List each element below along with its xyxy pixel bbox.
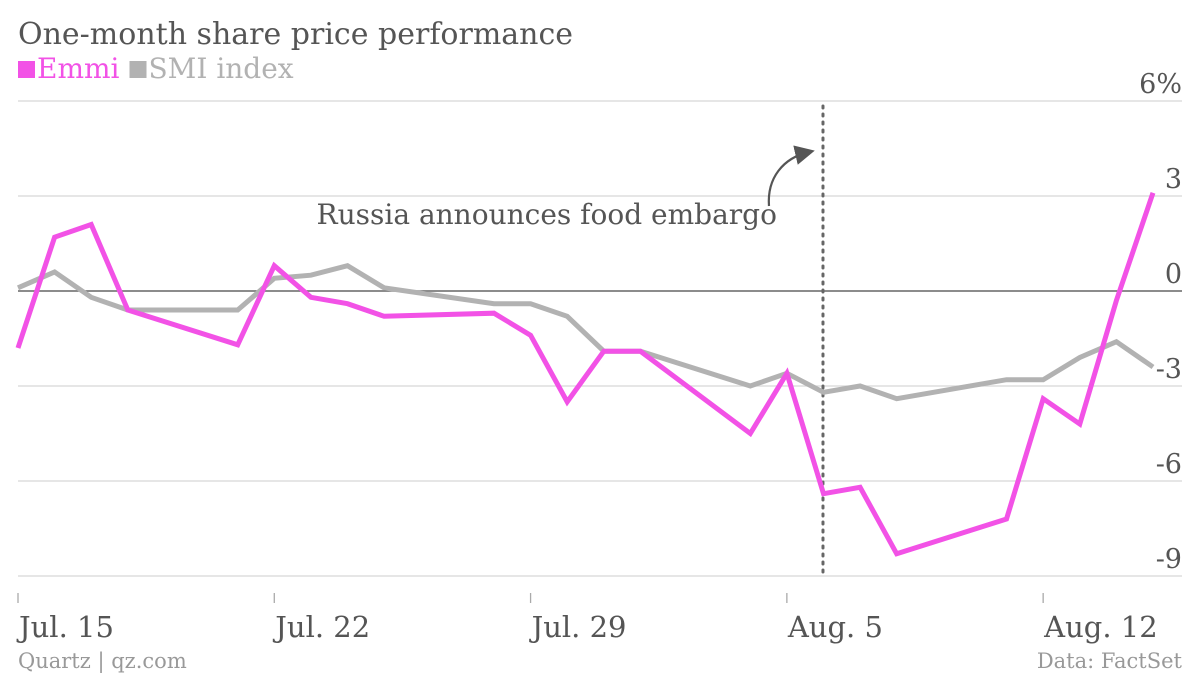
legend-swatch-1: [130, 61, 147, 78]
series-layer: [18, 193, 1153, 554]
legend-label-1: SMI index: [149, 52, 294, 85]
annotation-label-0: Russia announces food embargo: [317, 198, 777, 231]
x-tick-label-2: Jul. 29: [529, 610, 627, 644]
y-tick-label-5: -9: [1156, 544, 1182, 575]
y-tick-label-2: 0: [1165, 259, 1182, 290]
source-credit: Quartz | qz.com: [18, 649, 187, 674]
x-tick-label-3: Aug. 5: [787, 610, 883, 644]
y-tick-label-3: -3: [1156, 354, 1182, 385]
annotation-layer: Russia announces food embargo: [317, 106, 823, 574]
x-tick-label-0: Jul. 15: [16, 610, 114, 644]
data-source: Data: FactSet: [1037, 649, 1183, 673]
series-0: [18, 193, 1153, 554]
y-tick-label-1: 3: [1165, 164, 1182, 195]
gridlines: [18, 101, 1182, 576]
y-tick-label-0: 6%: [1139, 69, 1182, 100]
legend-label-0: Emmi: [37, 52, 120, 85]
x-tick-label-4: Aug. 12: [1043, 610, 1158, 644]
y-axis-tick-labels: 6% 3 0 -3 -6 -9: [1139, 69, 1182, 575]
chart-title: One-month share price performance: [18, 17, 573, 52]
legend-swatch-0: [18, 61, 35, 78]
x-tick-label-1: Jul. 22: [272, 610, 370, 644]
y-tick-label-4: -6: [1156, 449, 1182, 480]
legend: Emmi SMI index: [18, 52, 294, 85]
series-line-0: [18, 193, 1153, 554]
x-axis: Jul. 15 Jul. 22 Jul. 29 Aug. 5 Aug. 12: [16, 593, 1158, 644]
